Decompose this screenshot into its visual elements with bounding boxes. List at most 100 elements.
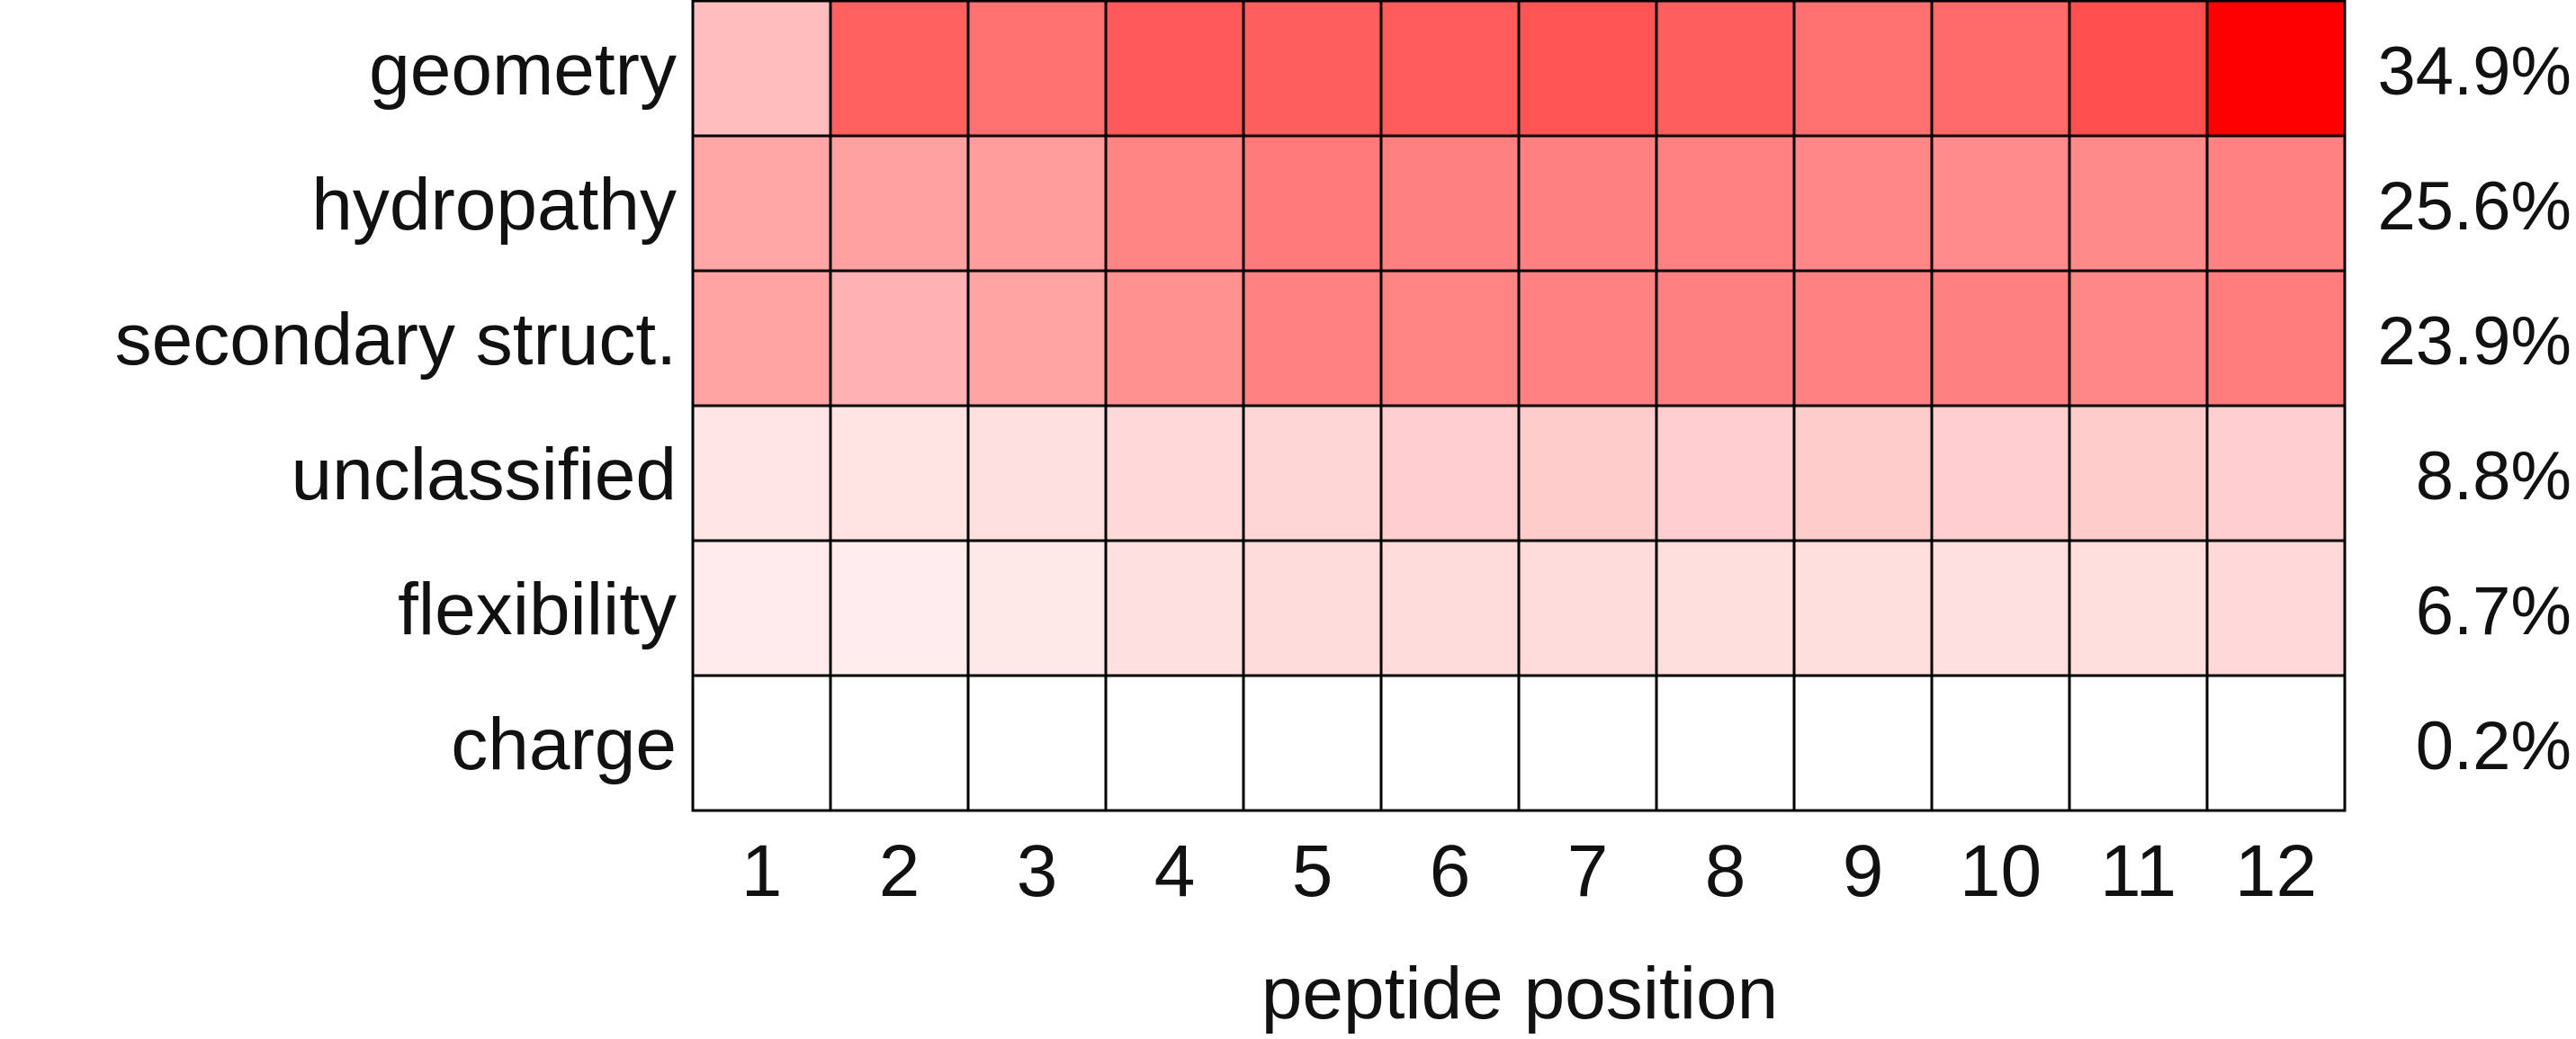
column-labels: 1 2 3 4 5 6 7 8 9 10 11 12 bbox=[741, 830, 2317, 912]
heatmap-cell-flexibility-1 bbox=[691, 539, 832, 677]
column-label-12: 12 bbox=[2235, 830, 2317, 912]
heatmap-cell-geometry-1 bbox=[691, 0, 832, 138]
heatmap-cell-unclassified-2 bbox=[829, 404, 970, 542]
row-label-geometry: geometry bbox=[369, 29, 677, 111]
heatmap-cell-secondary-struct-9 bbox=[1792, 269, 1934, 408]
heatmap-cell-unclassified-6 bbox=[1379, 404, 1521, 542]
heatmap-cell-unclassified-11 bbox=[2068, 404, 2209, 542]
heatmap-cell-unclassified-9 bbox=[1792, 404, 1934, 542]
column-label-6: 6 bbox=[1430, 830, 1471, 912]
x-axis-label: peptide position bbox=[1261, 953, 1778, 1035]
heatmap-cell-charge-9 bbox=[1792, 674, 1934, 812]
heatmap-cell-unclassified-7 bbox=[1517, 404, 1658, 542]
heatmap-cell-secondary-struct-1 bbox=[691, 269, 832, 408]
row-label-flexibility: flexibility bbox=[398, 569, 677, 650]
column-label-8: 8 bbox=[1705, 830, 1746, 912]
column-label-7: 7 bbox=[1567, 830, 1609, 912]
heatmap-cell-geometry-4 bbox=[1104, 0, 1245, 138]
heatmap-cell-hydropathy-1 bbox=[691, 134, 832, 273]
row-label-hydropathy: hydropathy bbox=[311, 164, 677, 246]
row-total-unclassified: 8.8% bbox=[2416, 438, 2572, 515]
heatmap-cell-geometry-10 bbox=[1930, 0, 2071, 138]
heatmap-cell-flexibility-2 bbox=[829, 539, 970, 677]
column-label-9: 9 bbox=[1843, 830, 1884, 912]
heatmap-cell-secondary-struct-7 bbox=[1517, 269, 1658, 408]
row-label-charge: charge bbox=[451, 703, 677, 785]
heatmap-cell-charge-4 bbox=[1104, 674, 1245, 812]
heatmap-cell-hydropathy-10 bbox=[1930, 134, 2071, 273]
heatmap-cell-charge-8 bbox=[1655, 674, 1796, 812]
heatmap-cell-charge-7 bbox=[1517, 674, 1658, 812]
heatmap-cell-secondary-struct-4 bbox=[1104, 269, 1245, 408]
heatmap-cell-secondary-struct-5 bbox=[1242, 269, 1383, 408]
heatmap-cells bbox=[691, 0, 2347, 812]
heatmap-cell-unclassified-5 bbox=[1242, 404, 1383, 542]
heatmap-cell-flexibility-7 bbox=[1517, 539, 1658, 677]
heatmap-cell-hydropathy-6 bbox=[1379, 134, 1521, 273]
heatmap-cell-charge-11 bbox=[2068, 674, 2209, 812]
heatmap-cell-flexibility-6 bbox=[1379, 539, 1521, 677]
heatmap-cell-flexibility-10 bbox=[1930, 539, 2071, 677]
column-label-1: 1 bbox=[741, 830, 783, 912]
heatmap-cell-geometry-2 bbox=[829, 0, 970, 138]
row-total-geometry: 34.9% bbox=[2378, 33, 2572, 110]
heatmap-cell-geometry-12 bbox=[2205, 0, 2347, 138]
heatmap-cell-hydropathy-8 bbox=[1655, 134, 1796, 273]
heatmap-cell-secondary-struct-2 bbox=[829, 269, 970, 408]
heatmap-cell-flexibility-11 bbox=[2068, 539, 2209, 677]
column-label-10: 10 bbox=[1960, 830, 2042, 912]
row-label-secondary-struct: secondary struct. bbox=[115, 299, 677, 381]
heatmap-cell-hydropathy-11 bbox=[2068, 134, 2209, 273]
heatmap-cell-charge-10 bbox=[1930, 674, 2071, 812]
heatmap-cell-hydropathy-2 bbox=[829, 134, 970, 273]
heatmap-cell-unclassified-8 bbox=[1655, 404, 1796, 542]
heatmap-cell-charge-2 bbox=[829, 674, 970, 812]
heatmap-cell-hydropathy-3 bbox=[966, 134, 1108, 273]
heatmap-cell-geometry-9 bbox=[1792, 0, 1934, 138]
heatmap-cell-secondary-struct-3 bbox=[966, 269, 1108, 408]
heatmap-cell-charge-12 bbox=[2205, 674, 2347, 812]
heatmap-cell-unclassified-3 bbox=[966, 404, 1108, 542]
heatmap-cell-hydropathy-7 bbox=[1517, 134, 1658, 273]
heatmap-cell-flexibility-12 bbox=[2205, 539, 2347, 677]
column-label-3: 3 bbox=[1017, 830, 1058, 912]
row-total-secondary-struct: 23.9% bbox=[2378, 303, 2572, 380]
heatmap-cell-geometry-8 bbox=[1655, 0, 1796, 138]
row-labels: geometry hydropathy secondary struct. uncla… bbox=[115, 29, 677, 785]
heatmap-cell-unclassified-12 bbox=[2205, 404, 2347, 542]
heatmap-cell-unclassified-1 bbox=[691, 404, 832, 542]
heatmap-cell-flexibility-5 bbox=[1242, 539, 1383, 677]
heatmap-cell-geometry-6 bbox=[1379, 0, 1521, 138]
heatmap-cell-secondary-struct-6 bbox=[1379, 269, 1521, 408]
row-total-charge: 0.2% bbox=[2416, 708, 2572, 784]
row-label-unclassified: unclassified bbox=[292, 434, 677, 515]
heatmap-cell-secondary-struct-12 bbox=[2205, 269, 2347, 408]
heatmap-cell-flexibility-8 bbox=[1655, 539, 1796, 677]
heatmap-cell-flexibility-4 bbox=[1104, 539, 1245, 677]
heatmap-cell-hydropathy-4 bbox=[1104, 134, 1245, 273]
row-totals: 34.9% 25.6% 23.9% 8.8% 6.7% 0.2% bbox=[2378, 33, 2572, 784]
heatmap-cell-geometry-5 bbox=[1242, 0, 1383, 138]
row-total-hydropathy: 25.6% bbox=[2378, 168, 2572, 245]
column-label-5: 5 bbox=[1292, 830, 1333, 912]
heatmap-cell-hydropathy-5 bbox=[1242, 134, 1383, 273]
heatmap-cell-unclassified-4 bbox=[1104, 404, 1245, 542]
heatmap-cell-secondary-struct-11 bbox=[2068, 269, 2209, 408]
heatmap-cell-charge-6 bbox=[1379, 674, 1521, 812]
heatmap-cell-charge-3 bbox=[966, 674, 1108, 812]
heatmap-cell-secondary-struct-10 bbox=[1930, 269, 2071, 408]
heatmap-cell-secondary-struct-8 bbox=[1655, 269, 1796, 408]
heatmap-cell-charge-5 bbox=[1242, 674, 1383, 812]
heatmap-cell-flexibility-3 bbox=[966, 539, 1108, 677]
heatmap-cell-flexibility-9 bbox=[1792, 539, 1934, 677]
heatmap-cell-geometry-7 bbox=[1517, 0, 1658, 138]
heatmap-cell-geometry-3 bbox=[966, 0, 1108, 138]
heatmap-cell-geometry-11 bbox=[2068, 0, 2209, 138]
column-label-2: 2 bbox=[879, 830, 920, 912]
column-label-11: 11 bbox=[2100, 830, 2177, 912]
heatmap-cell-hydropathy-9 bbox=[1792, 134, 1934, 273]
column-label-4: 4 bbox=[1154, 830, 1196, 912]
heatmap-cell-charge-1 bbox=[691, 674, 832, 812]
row-total-flexibility: 6.7% bbox=[2416, 573, 2572, 649]
